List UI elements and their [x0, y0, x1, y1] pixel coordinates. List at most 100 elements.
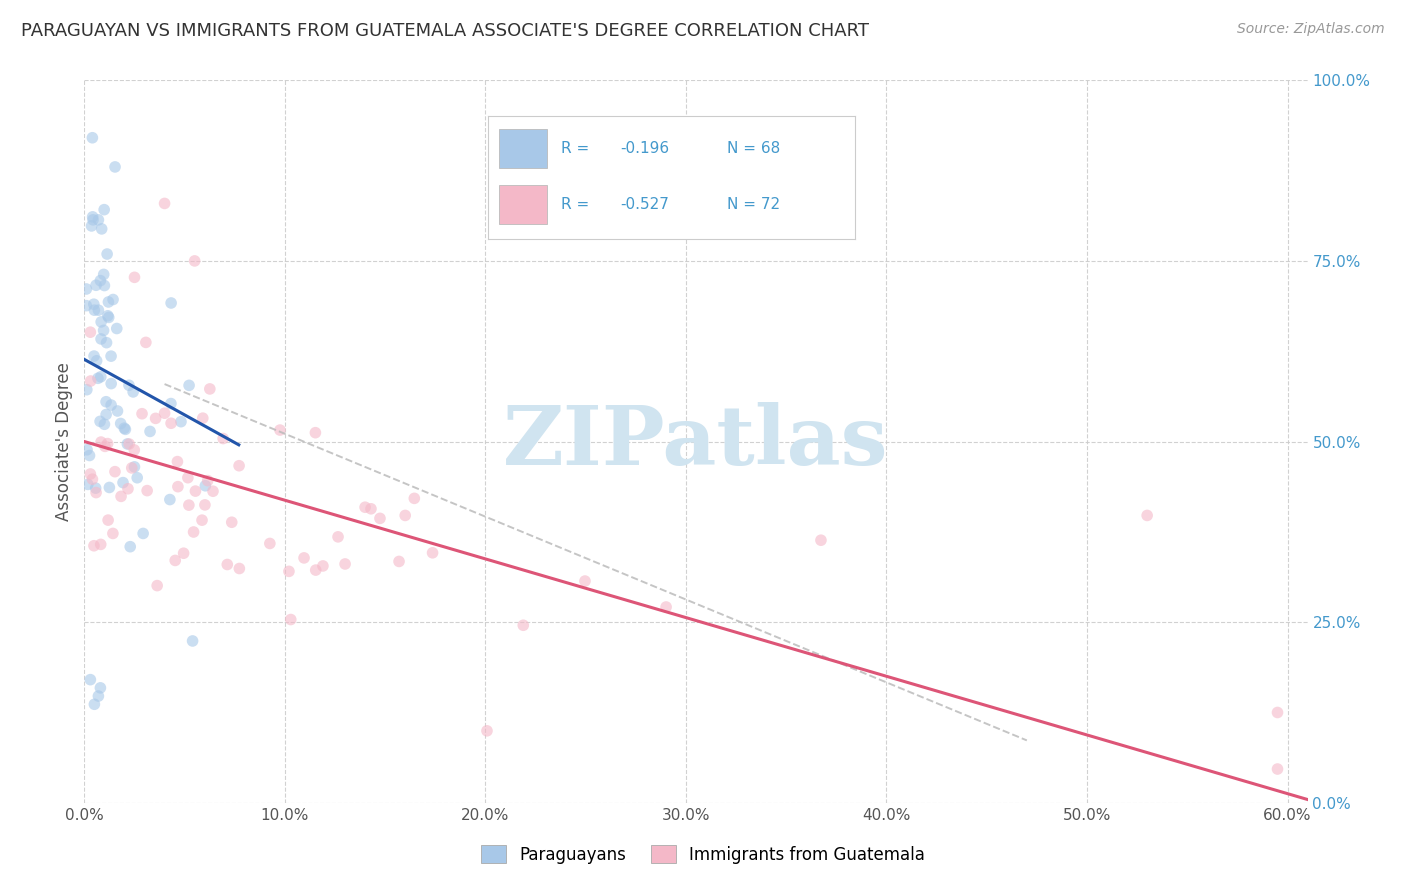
Point: [191, 513, 214, 527]
Point: [177, 378, 200, 392]
Point: [160, 296, 183, 310]
Point: [90, 222, 112, 236]
Point: [82, 212, 104, 227]
Point: [269, 423, 291, 437]
Point: [153, 406, 176, 420]
Point: [97, 310, 120, 325]
Point: [82, 130, 104, 145]
Point: [79, 449, 101, 463]
Point: [110, 489, 132, 503]
Point: [135, 335, 157, 350]
Point: [86, 353, 108, 368]
Point: [90, 332, 112, 346]
Point: [122, 384, 145, 399]
Legend: Paraguayans, Immigrants from Guatemala: Paraguayans, Immigrants from Guatemala: [474, 838, 932, 871]
Point: [75, 282, 97, 296]
Point: [112, 421, 135, 435]
Point: [183, 524, 205, 539]
Point: [201, 484, 224, 499]
Point: [100, 376, 122, 391]
Point: [93, 202, 115, 217]
Point: [312, 558, 335, 573]
Point: [83, 539, 105, 553]
Point: [87, 303, 110, 318]
Point: [107, 404, 129, 418]
Point: [76, 442, 98, 457]
Point: [76, 477, 98, 491]
Point: [655, 599, 678, 614]
Point: [304, 425, 326, 440]
Point: [100, 349, 122, 363]
Point: [94, 394, 117, 409]
Point: [810, 533, 832, 548]
Point: [93, 417, 115, 432]
Point: [101, 293, 124, 307]
Point: [1267, 706, 1289, 720]
Point: [79, 673, 101, 687]
Point: [93, 268, 115, 282]
Point: [333, 557, 356, 571]
Point: [221, 515, 243, 529]
Point: [97, 436, 120, 450]
Point: [75, 299, 97, 313]
Point: [194, 498, 217, 512]
Point: [394, 508, 416, 523]
Point: [118, 437, 141, 451]
Point: [145, 411, 167, 425]
Point: [90, 435, 112, 450]
Point: [94, 439, 117, 453]
Point: [87, 689, 110, 703]
Point: [292, 550, 315, 565]
Point: [475, 723, 498, 738]
Point: [1267, 762, 1289, 776]
Point: [136, 483, 159, 498]
Point: [96, 247, 118, 261]
Point: [198, 382, 221, 396]
Point: [212, 432, 235, 446]
Point: [191, 411, 214, 425]
Point: [105, 321, 128, 335]
Point: [354, 500, 377, 515]
Point: [177, 498, 200, 512]
Point: [79, 374, 101, 388]
Point: [87, 371, 110, 385]
Point: [97, 295, 120, 310]
Point: [132, 526, 155, 541]
Y-axis label: Associate's Degree: Associate's Degree: [55, 362, 73, 521]
Point: [422, 546, 444, 560]
Point: [360, 501, 382, 516]
Point: [228, 458, 250, 473]
Point: [326, 530, 349, 544]
Point: [153, 196, 176, 211]
Text: ZIPatlas: ZIPatlas: [503, 401, 889, 482]
Point: [166, 454, 188, 468]
Point: [101, 526, 124, 541]
Point: [82, 210, 104, 224]
Point: [84, 278, 107, 293]
Point: [83, 698, 105, 712]
Point: [368, 511, 391, 525]
Point: [1136, 508, 1159, 523]
Point: [167, 480, 190, 494]
Point: [117, 482, 139, 496]
Point: [96, 335, 118, 350]
Point: [83, 349, 105, 363]
Point: [117, 437, 139, 451]
Point: [181, 634, 204, 648]
Point: [197, 474, 219, 488]
Text: Source: ZipAtlas.com: Source: ZipAtlas.com: [1237, 22, 1385, 37]
Point: [111, 475, 134, 490]
Point: [114, 422, 136, 436]
Point: [84, 481, 107, 495]
Point: [98, 480, 121, 494]
Point: [80, 219, 103, 233]
Point: [159, 492, 181, 507]
Point: [160, 416, 183, 430]
Point: [90, 369, 112, 384]
Point: [259, 536, 281, 550]
Point: [574, 574, 596, 588]
Point: [100, 398, 122, 412]
Point: [165, 553, 187, 567]
Point: [124, 459, 146, 474]
Point: [94, 408, 117, 422]
